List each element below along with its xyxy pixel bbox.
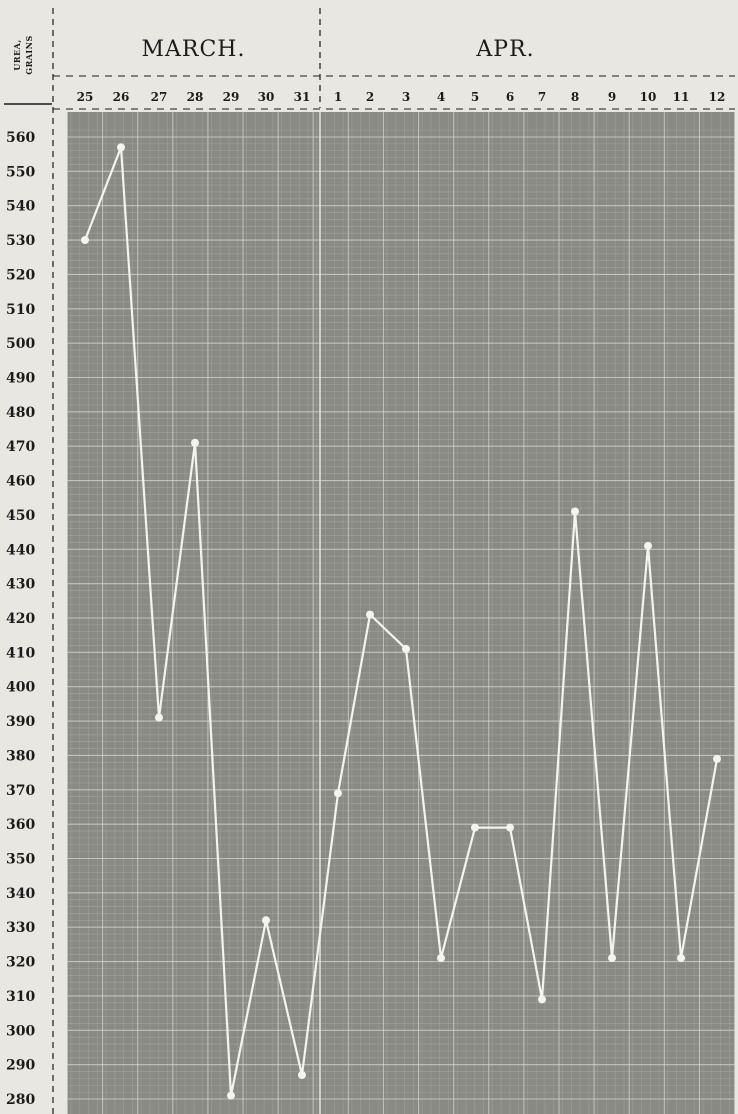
y-tick-label: 280 (6, 1092, 35, 1108)
data-point (713, 754, 721, 763)
y-axis-label-line-2: GRAINS (24, 35, 34, 75)
data-point (571, 507, 579, 516)
y-tick-label: 530 (6, 233, 35, 249)
y-tick-label: 510 (6, 302, 35, 318)
data-point (334, 789, 342, 798)
x-tick-label: 26 (113, 90, 130, 104)
y-tick-label: 430 (6, 577, 35, 593)
y-tick-label: 350 (6, 852, 35, 868)
y-tick-label: 450 (6, 508, 35, 524)
y-tick-labels: 560 550 540 530 520 510 500 490 480 470 460 450 440 4… (6, 130, 35, 1108)
y-axis-label-line-1: UREA, (12, 39, 22, 70)
y-tick-label: 460 (6, 474, 35, 490)
y-tick-label: 370 (6, 783, 35, 799)
month-labels: MARCH. APR. (142, 37, 534, 62)
data-point (191, 438, 199, 447)
x-tick-label: 30 (258, 90, 275, 104)
chart-frame (4, 8, 735, 1114)
x-tick-label: 28 (187, 90, 204, 104)
x-tick-label: 9 (608, 90, 616, 104)
y-tick-label: 440 (6, 542, 35, 558)
data-point (81, 236, 89, 245)
data-point (644, 541, 652, 550)
plot-area (67, 112, 735, 1114)
x-tick-label: 6 (506, 90, 514, 104)
y-tick-label: 550 (6, 164, 35, 180)
x-tick-label: 2 (366, 90, 374, 104)
y-tick-label: 400 (6, 680, 35, 696)
month-label: APR. (475, 37, 534, 62)
month-label: MARCH. (142, 37, 246, 62)
x-tick-label: 11 (673, 90, 690, 104)
y-tick-label: 380 (6, 748, 35, 764)
y-tick-label: 410 (6, 645, 35, 661)
y-tick-label: 330 (6, 920, 35, 936)
x-tick-label: 25 (77, 90, 94, 104)
data-point (506, 823, 514, 832)
y-tick-label: 500 (6, 336, 35, 352)
x-tick-label: 4 (437, 90, 445, 104)
y-tick-label: 390 (6, 714, 35, 730)
x-tick-label: 8 (571, 90, 579, 104)
data-point (608, 954, 616, 963)
y-tick-label: 310 (6, 989, 35, 1005)
x-tick-label: 31 (294, 90, 311, 104)
y-tick-label: 290 (6, 1058, 35, 1074)
y-tick-label: 490 (6, 371, 35, 387)
x-tick-label: 27 (151, 90, 168, 104)
data-point (366, 610, 374, 619)
data-point (262, 916, 270, 925)
data-point (437, 954, 445, 963)
y-tick-label: 470 (6, 439, 35, 455)
y-tick-label: 420 (6, 611, 35, 627)
y-tick-label: 300 (6, 1023, 35, 1039)
x-tick-label: 10 (640, 90, 657, 104)
data-point (155, 713, 163, 722)
y-tick-label: 560 (6, 130, 35, 146)
minor-gridlines (67, 112, 735, 1114)
x-tick-label: 29 (223, 90, 240, 104)
x-tick-label: 1 (334, 90, 342, 104)
y-tick-label: 540 (6, 199, 35, 215)
y-tick-label: 480 (6, 405, 35, 421)
data-point (298, 1071, 306, 1079)
y-tick-label: 520 (6, 267, 35, 283)
x-tick-label: 7 (538, 90, 546, 104)
series-layer (81, 143, 721, 1100)
x-tick-label: 5 (471, 90, 479, 104)
data-point (227, 1091, 235, 1100)
y-tick-label: 340 (6, 886, 35, 902)
data-point (677, 954, 685, 963)
data-point (117, 143, 125, 152)
x-tick-labels: 25 26 27 28 29 30 31 1 2 3 4 5 6 7 8 9 10 11 12 (77, 90, 726, 104)
data-point (538, 995, 546, 1004)
chart-header: UREA, GRAINS (12, 35, 34, 75)
y-tick-label: 320 (6, 955, 35, 971)
x-tick-label: 3 (402, 90, 410, 104)
major-gridlines (66, 112, 736, 1114)
data-point (471, 823, 479, 832)
y-tick-label: 360 (6, 817, 35, 833)
data-point (402, 644, 410, 653)
x-tick-label: 12 (709, 90, 726, 104)
